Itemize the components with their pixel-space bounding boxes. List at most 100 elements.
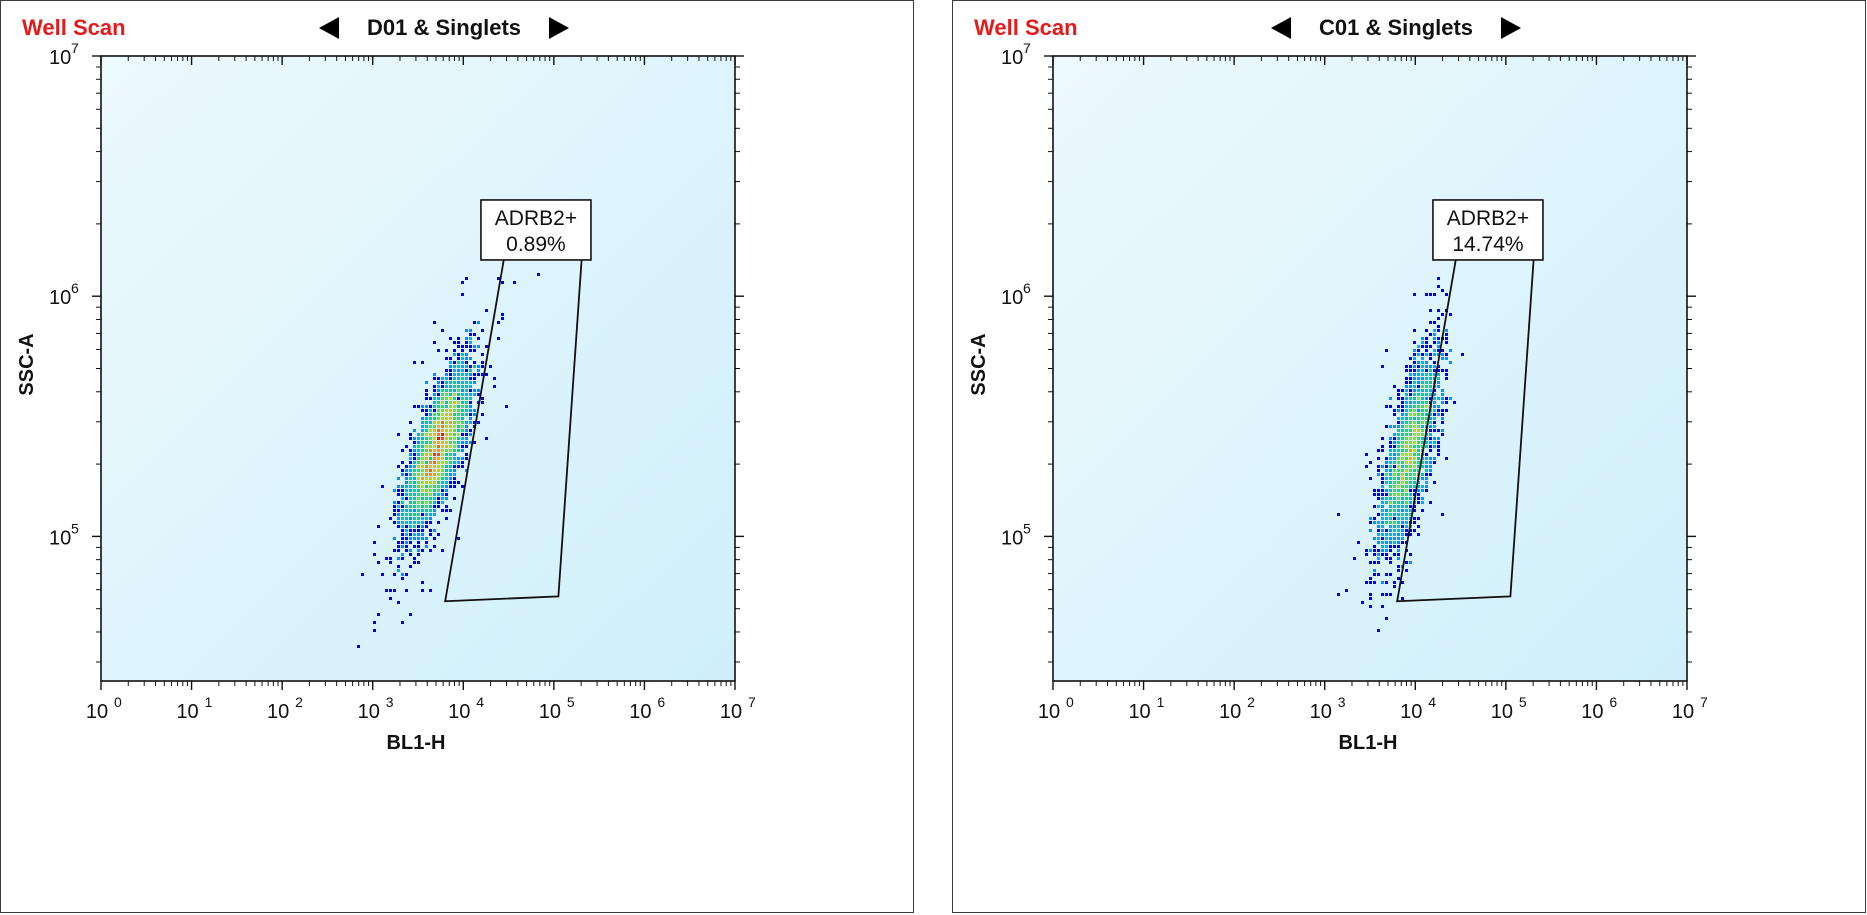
event-dot — [413, 497, 416, 500]
event-dot — [437, 469, 440, 472]
event-dot — [401, 621, 404, 624]
x-tick-label: 10 — [1219, 701, 1241, 723]
y-tick-label: 10 — [1001, 527, 1023, 549]
x-tick-label: 10 — [539, 701, 561, 723]
event-dot — [425, 485, 428, 488]
event-dot — [1385, 457, 1388, 460]
event-dot — [445, 517, 448, 520]
event-dot — [1421, 437, 1424, 440]
event-dot — [1401, 429, 1404, 432]
event-dot — [1385, 425, 1388, 428]
event-dot — [421, 509, 424, 512]
previous-arrow-icon[interactable] — [319, 17, 339, 39]
event-dot — [449, 393, 452, 396]
event-dot — [1393, 409, 1396, 412]
event-dot — [449, 361, 452, 364]
event-dot — [445, 413, 448, 416]
event-dot — [433, 429, 436, 432]
event-dot — [397, 541, 400, 544]
event-dot — [1413, 417, 1416, 420]
event-dot — [417, 473, 420, 476]
event-dot — [453, 401, 456, 404]
event-dot — [445, 477, 448, 480]
plot-title: C01 & Singlets — [1319, 15, 1473, 41]
event-dot — [465, 337, 468, 340]
event-dot — [437, 429, 440, 432]
event-dot — [405, 521, 408, 524]
scatter-plot-d01[interactable]: 10 0 10 1 10 2 10 3 10 4 10 5 10 6 10 710 510 610 7BL1-HSS… — [1, 1, 913, 912]
event-dot — [429, 433, 432, 436]
event-dot — [1409, 377, 1412, 380]
event-dot — [1413, 381, 1416, 384]
event-dot — [1393, 489, 1396, 492]
event-dot — [445, 377, 448, 380]
event-dot — [1393, 453, 1396, 456]
event-dot — [413, 465, 416, 468]
event-dot — [405, 477, 408, 480]
event-dot — [465, 441, 468, 444]
event-dot — [1385, 545, 1388, 548]
event-dot — [453, 393, 456, 396]
event-dot — [409, 613, 412, 616]
event-dot — [429, 501, 432, 504]
event-dot — [1405, 501, 1408, 504]
event-dot — [421, 465, 424, 468]
event-dot — [1377, 489, 1380, 492]
event-dot — [445, 485, 448, 488]
event-dot — [401, 473, 404, 476]
event-dot — [1417, 501, 1420, 504]
event-dot — [1401, 409, 1404, 412]
event-dot — [441, 409, 444, 412]
event-dot — [1405, 457, 1408, 460]
event-dot — [449, 477, 452, 480]
event-dot — [1441, 389, 1444, 392]
event-dot — [1373, 489, 1376, 492]
event-dot — [1409, 453, 1412, 456]
previous-arrow-icon[interactable] — [1271, 17, 1291, 39]
event-dot — [469, 373, 472, 376]
event-dot — [1405, 417, 1408, 420]
event-dot — [457, 457, 460, 460]
event-dot — [1389, 461, 1392, 464]
event-dot — [1401, 413, 1404, 416]
event-dot — [429, 489, 432, 492]
event-dot — [1397, 549, 1400, 552]
event-dot — [1393, 473, 1396, 476]
event-dot — [1389, 533, 1392, 536]
scatter-plot-c01[interactable]: 10 0 10 1 10 2 10 3 10 4 10 5 10 6 10 710 510 610 7BL1-HSS… — [953, 1, 1865, 912]
event-dot — [433, 505, 436, 508]
next-arrow-icon[interactable] — [1501, 17, 1521, 39]
event-dot — [1409, 493, 1412, 496]
x-tick-exponent: 3 — [386, 694, 394, 710]
event-dot — [421, 589, 424, 592]
event-dot — [1401, 473, 1404, 476]
next-arrow-icon[interactable] — [549, 17, 569, 39]
event-dot — [1401, 449, 1404, 452]
event-dot — [1421, 353, 1424, 356]
event-dot — [1401, 501, 1404, 504]
event-dot — [1385, 581, 1388, 584]
event-dot — [1425, 361, 1428, 364]
event-dot — [1381, 525, 1384, 528]
event-dot — [1425, 293, 1428, 296]
event-dot — [453, 437, 456, 440]
event-dot — [1393, 529, 1396, 532]
event-dot — [437, 489, 440, 492]
event-dot — [393, 505, 396, 508]
event-dot — [417, 509, 420, 512]
event-dot — [393, 509, 396, 512]
x-tick-exponent: 2 — [1247, 694, 1255, 710]
event-dot — [1445, 333, 1448, 336]
event-dot — [1421, 361, 1424, 364]
event-dot — [441, 457, 444, 460]
event-dot — [1433, 413, 1436, 416]
event-dot — [413, 521, 416, 524]
event-dot — [1389, 457, 1392, 460]
event-dot — [429, 529, 432, 532]
event-dot — [457, 401, 460, 404]
event-dot — [1393, 385, 1396, 388]
event-dot — [469, 389, 472, 392]
event-dot — [1413, 389, 1416, 392]
event-dot — [1373, 569, 1376, 572]
event-dot — [477, 321, 480, 324]
